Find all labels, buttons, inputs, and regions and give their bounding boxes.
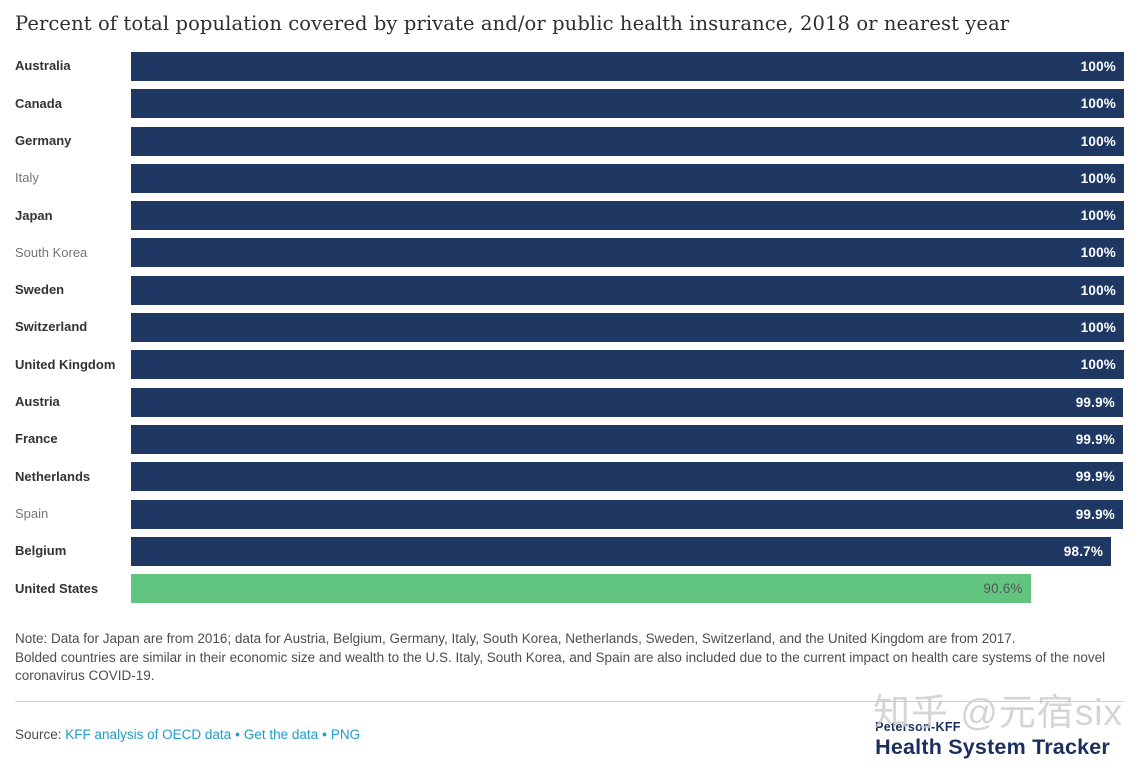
chart-row-canada: Canada 100%: [15, 89, 1124, 119]
chart-row-sweden: Sweden 100%: [15, 275, 1124, 305]
country-label-spain: Spain: [15, 505, 49, 521]
country-label-austria: Austria: [15, 394, 60, 410]
bar-track-germany: 100%: [131, 126, 1124, 156]
bar-spain[interactable]: 99.9%: [131, 499, 1123, 529]
chart-row-germany: Germany 100%: [15, 126, 1124, 156]
note-line-1: Note: Data for Japan are from 2016; data…: [15, 631, 1016, 647]
source-line: Source: KFF analysis of OECD data • Get th…: [15, 727, 360, 742]
bar-track-italy: 100%: [131, 163, 1124, 193]
bar-value-label-spain: 99.9%: [1075, 506, 1115, 522]
bar-track-switzerland: 100%: [131, 313, 1124, 343]
bar-canada[interactable]: 100%: [131, 89, 1124, 119]
peterson-kff-health-system-tracker-logo: Peterson-KFF Health System Tracker: [875, 720, 1110, 760]
bar-track-netherlands: 99.9%: [131, 462, 1124, 492]
bar-track-united-states: 90.6%: [131, 574, 1124, 604]
bar-value-label-canada: 100%: [1080, 96, 1116, 112]
bar-germany[interactable]: 100%: [131, 126, 1124, 156]
chart-row-netherlands: Netherlands 99.9%: [15, 462, 1124, 492]
bar-chart: Australia 100% Canada 100% Germany 100% Italy 1…: [15, 52, 1124, 604]
note-line-2: Bolded countries are similar in their ec…: [15, 649, 1106, 684]
bar-value-label-belgium: 98.7%: [1063, 543, 1104, 559]
chart-row-united-states: United States 90.6%: [15, 574, 1124, 604]
country-label-united-kingdom: United Kingdom: [15, 356, 116, 372]
country-label-south-korea: South Korea: [15, 244, 88, 260]
bar-france[interactable]: 99.9%: [131, 424, 1123, 454]
logo-health-system-tracker: Health System Tracker: [875, 734, 1110, 759]
bar-netherlands[interactable]: 99.9%: [131, 462, 1123, 492]
country-label-germany: Germany: [15, 132, 72, 148]
bar-track-japan: 100%: [131, 201, 1124, 231]
country-label-switzerland: Switzerland: [15, 319, 88, 335]
bar-value-label-italy: 100%: [1080, 170, 1116, 186]
chart-row-spain: Spain 99.9%: [15, 499, 1124, 529]
bar-track-united-kingdom: 100%: [131, 350, 1124, 380]
bar-track-canada: 100%: [131, 89, 1124, 119]
bar-value-label-netherlands: 99.9%: [1075, 469, 1115, 485]
bar-value-label-south-korea: 100%: [1080, 245, 1116, 261]
country-label-france: France: [15, 431, 58, 447]
bar-sweden[interactable]: 100%: [131, 275, 1124, 305]
bar-switzerland[interactable]: 100%: [131, 313, 1124, 343]
country-label-sweden: Sweden: [15, 282, 65, 298]
bar-belgium[interactable]: 98.7%: [131, 536, 1112, 566]
bar-value-label-australia: 100%: [1080, 59, 1116, 74]
source-link-png[interactable]: PNG: [330, 726, 361, 742]
source-label: Source:: [15, 726, 62, 742]
bar-value-label-switzerland: 100%: [1080, 320, 1116, 336]
bar-value-label-austria: 99.9%: [1075, 394, 1115, 410]
chart-page: Percent of total population covered by p…: [15, 12, 1124, 759]
bar-japan[interactable]: 100%: [131, 201, 1124, 231]
country-label-italy: Italy: [15, 170, 39, 186]
divider: [15, 700, 1124, 702]
bar-value-label-united-kingdom: 100%: [1080, 357, 1116, 373]
bar-value-label-united-states: 90.6%: [983, 581, 1023, 597]
chart-row-austria: Austria 99.9%: [15, 387, 1124, 417]
bullet-separator: •: [322, 726, 327, 742]
chart-row-japan: Japan 100%: [15, 201, 1124, 231]
note-text: Note: Data for Japan are from 2016; data…: [15, 630, 1124, 686]
source-link-kff-analysis[interactable]: KFF analysis of OECD data: [65, 726, 232, 742]
bar-track-australia: 100%: [131, 52, 1124, 81]
country-label-australia: Australia: [15, 58, 71, 74]
bar-track-south-korea: 100%: [131, 238, 1124, 268]
chart-row-italy: Italy 100%: [15, 163, 1124, 193]
country-label-united-states: United States: [15, 580, 99, 596]
bar-value-label-germany: 100%: [1080, 133, 1116, 149]
chart-row-united-kingdom: United Kingdom 100%: [15, 350, 1124, 380]
country-label-canada: Canada: [15, 95, 62, 111]
bar-united-states[interactable]: 90.6%: [131, 574, 1031, 604]
chart-row-south-korea: South Korea 100%: [15, 238, 1124, 268]
chart-row-belgium: Belgium 98.7%: [15, 536, 1124, 566]
bar-track-france: 99.9%: [131, 424, 1124, 454]
chart-row-switzerland: Switzerland 100%: [15, 313, 1124, 343]
bar-value-label-japan: 100%: [1080, 208, 1116, 224]
footer: Source: KFF analysis of OECD data • Get th…: [15, 712, 1124, 782]
bullet-separator: •: [235, 726, 240, 742]
bar-track-spain: 99.9%: [131, 499, 1124, 529]
bar-italy[interactable]: 100%: [131, 163, 1124, 193]
bar-united-kingdom[interactable]: 100%: [131, 350, 1124, 380]
chart-row-australia: Australia 100%: [15, 52, 1124, 81]
logo-peterson-kff: Peterson-KFF: [875, 719, 961, 734]
country-label-netherlands: Netherlands: [15, 468, 91, 484]
chart-title: Percent of total population covered by p…: [15, 12, 1010, 35]
bar-value-label-france: 99.9%: [1075, 431, 1115, 447]
bar-value-label-sweden: 100%: [1080, 282, 1116, 298]
source-link-get-the-data[interactable]: Get the data: [243, 726, 319, 742]
bar-austria[interactable]: 99.9%: [131, 387, 1123, 417]
country-label-japan: Japan: [15, 207, 53, 223]
bar-track-austria: 99.9%: [131, 387, 1124, 417]
chart-row-france: France 99.9%: [15, 424, 1124, 454]
bar-south-korea[interactable]: 100%: [131, 238, 1124, 268]
country-label-belgium: Belgium: [15, 543, 67, 559]
bar-track-sweden: 100%: [131, 275, 1124, 305]
bar-track-belgium: 98.7%: [131, 536, 1124, 566]
bar-australia[interactable]: 100%: [131, 52, 1124, 81]
